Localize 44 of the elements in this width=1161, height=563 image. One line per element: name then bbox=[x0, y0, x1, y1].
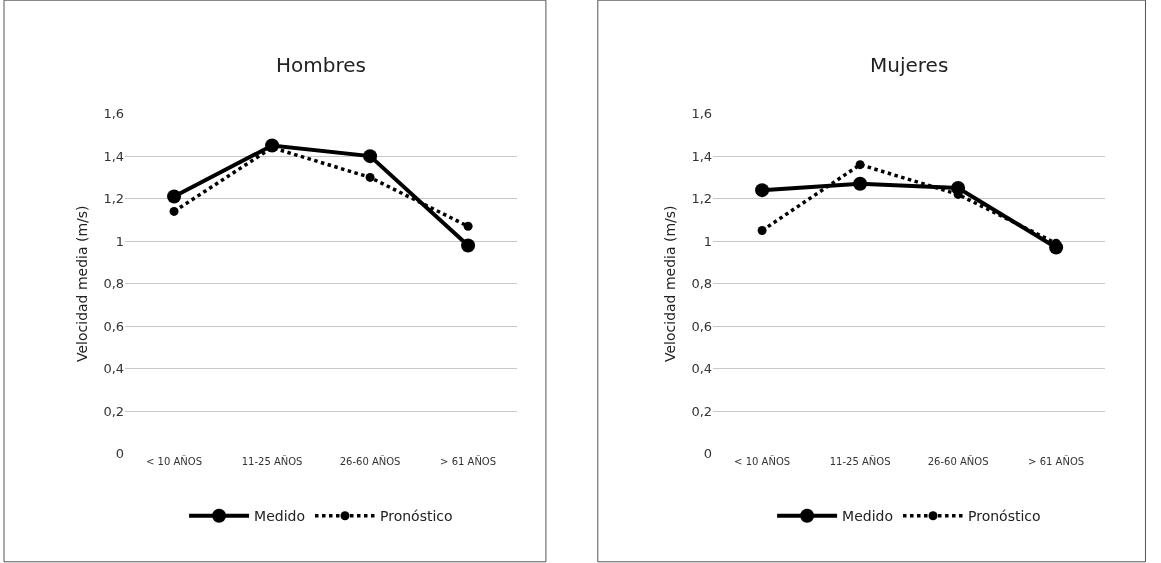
x-tick-label: 26-60 AÑOS bbox=[927, 454, 989, 467]
y-tick-label: 1,2 bbox=[691, 191, 713, 207]
y-tick-label: 0,8 bbox=[691, 276, 713, 292]
point bbox=[169, 206, 179, 216]
y-tick-label: 0,8 bbox=[103, 276, 125, 292]
y-tick-label: 1,4 bbox=[103, 148, 125, 164]
chart-title: Mujeres bbox=[870, 53, 949, 77]
y-tick-label: 0 bbox=[115, 446, 125, 462]
y-axis-title: Velocidad media (m/s) bbox=[662, 205, 679, 362]
x-tick-label: < 10 AÑOS bbox=[146, 454, 203, 467]
point bbox=[167, 189, 182, 204]
x-tick-label: > 61 AÑOS bbox=[440, 454, 497, 467]
point bbox=[755, 183, 770, 198]
legend-label: Medido bbox=[842, 508, 894, 525]
y-tick-label: 1,4 bbox=[691, 148, 713, 164]
x-tick-label: 26-60 AÑOS bbox=[339, 454, 401, 467]
x-tick-label: > 61 AÑOS bbox=[1028, 454, 1085, 467]
legend-label: Pronóstico bbox=[968, 508, 1041, 525]
legend-label: Medido bbox=[254, 508, 305, 525]
y-tick-label: 1 bbox=[115, 233, 125, 249]
y-axis-title: Velocidad media (m/s) bbox=[73, 205, 90, 362]
y-tick-label: 0,4 bbox=[691, 361, 713, 377]
y-tick-label: 0,4 bbox=[103, 361, 125, 377]
legend-label: Pronóstico bbox=[380, 508, 453, 525]
y-tick-label: 0 bbox=[703, 446, 713, 462]
x-tick-label: 11-25 AÑOS bbox=[829, 454, 891, 467]
y-tick-label: 0,2 bbox=[691, 403, 713, 419]
point bbox=[461, 238, 476, 253]
point bbox=[363, 149, 378, 164]
y-tick-label: 1,2 bbox=[103, 191, 125, 207]
y-tick-label: 0,6 bbox=[103, 318, 125, 334]
y-tick-label: 1,6 bbox=[691, 106, 713, 122]
y-tick-label: 1 bbox=[703, 233, 713, 249]
point bbox=[365, 172, 375, 182]
point bbox=[853, 176, 868, 191]
point bbox=[757, 226, 767, 236]
point bbox=[463, 221, 473, 231]
y-tick-label: 0,6 bbox=[691, 318, 713, 334]
x-tick-label: 11-25 AÑOS bbox=[241, 454, 303, 467]
x-tick-label: < 10 AÑOS bbox=[734, 454, 791, 467]
y-tick-label: 0,2 bbox=[103, 403, 125, 419]
point bbox=[855, 160, 865, 170]
y-tick-label: 1,6 bbox=[103, 106, 125, 122]
chart-title: Hombres bbox=[276, 53, 366, 77]
